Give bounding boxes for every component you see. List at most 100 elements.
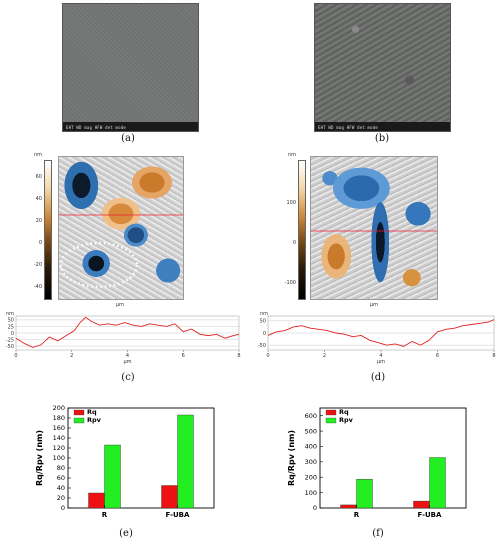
sem-info-text-b: EHT WD mag HFW det mode [318, 125, 378, 130]
sem-image-b: EHT WD mag HFW det mode [314, 3, 451, 132]
bar-f-axes-frame [319, 407, 467, 509]
bar-f-xtick-label: F-UBA [418, 511, 442, 519]
afm-tick-d: 0 [292, 240, 296, 246]
profile-d-xtick-label: 4 [379, 353, 382, 359]
bar-e-bar-rpv [104, 444, 121, 509]
profile-c-ytick-label: -50 [6, 344, 14, 350]
profile-d-xtick-label: 6 [436, 353, 439, 359]
afm-overlay-d [311, 230, 437, 232]
afm-image-c [58, 156, 184, 300]
bar-chart-e: 0 20 40 60 80 100 120 140 160 180 200 Rq/Rpv (nm) R F… [35, 404, 215, 519]
bar-f-ytick-label: 400 [305, 443, 317, 451]
afm-tick-c: -20 [33, 262, 42, 268]
bar-e-xtick-label: F-UBA [166, 511, 190, 519]
bar-e-ytick-label: 180 [53, 414, 65, 422]
bar-f-xtick-label: R [354, 511, 360, 519]
bar-e-ytick-label: 160 [53, 424, 65, 432]
profile-d-xlabel: μm [377, 359, 385, 364]
bar-e-ytick-label: 0 [61, 504, 65, 512]
caption-d: (d) [370, 372, 386, 383]
afm-colorbar-d [298, 160, 306, 300]
sem-info-strip-a: EHT WD mag HFW det mode [63, 122, 198, 131]
bar-e-legend-label: Rq [87, 408, 97, 416]
bar-f-legend-swatch-rq [325, 409, 337, 416]
afm-tick-c: 20 [35, 218, 42, 224]
afm-highlight-ellipse [59, 241, 139, 289]
bar-f-bar-rpv [429, 457, 446, 509]
bar-f-legend-label: Rq [339, 408, 349, 416]
sem-info-text-a: EHT WD mag HFW det mode [66, 125, 126, 130]
height-profile-d: 500-500 2 4 6 8μm [258, 315, 496, 364]
profile-c-ytick-label: -25 [6, 337, 14, 343]
caption-a: (a) [121, 133, 135, 144]
afm-colorbar-ticks-d: 100 0 -100 [278, 160, 296, 298]
bar-e-ytick-label: 140 [53, 434, 65, 442]
profile-d-ytick-label: -50 [258, 343, 266, 349]
bar-f-legend-label: Rpv [339, 416, 354, 424]
afm-tick-d: 100 [286, 200, 296, 206]
afm-tick-c: -40 [33, 284, 42, 290]
profile-unit-d: nm [260, 311, 269, 317]
bar-f-ylabel: Rq/Rpv (nm) [287, 430, 296, 486]
profile-c-ytick-label: 25 [8, 324, 14, 330]
caption-c: (c) [121, 372, 135, 383]
bar-f-bar-rq [413, 500, 430, 509]
bar-f-ytick-label: 0 [313, 504, 317, 512]
caption-e: (e) [119, 528, 133, 539]
bar-e-ytick-label: 80 [57, 464, 65, 472]
afm-tick-d: -100 [284, 280, 296, 286]
bar-e-ytick-label: 60 [57, 474, 65, 482]
afm-colorbar-c [44, 160, 52, 300]
bar-e-ytick-label: 120 [53, 444, 65, 452]
profile-d-ytick-label: 50 [260, 319, 266, 325]
bar-e-xtick-label: R [102, 511, 108, 519]
caption-b: (b) [374, 133, 390, 144]
profile-c-xtick-label: 8 [237, 353, 240, 359]
bar-chart-f: 0 100 200 300 400 500 600 Rq/Rpv (nm) R F-UBA RqRp… [287, 407, 467, 519]
bar-e-bar-rq [161, 485, 178, 509]
bar-e-legend-swatch-rpv [73, 417, 85, 424]
afm-overlay-c [59, 214, 183, 289]
afm-tick-c: 0 [38, 240, 42, 246]
profile-d-xtick-label: 0 [266, 353, 269, 359]
bar-e-ylabel: Rq/Rpv (nm) [35, 430, 44, 486]
bar-f-bar-rq [340, 504, 357, 509]
bar-f-legend-swatch-rpv [325, 417, 337, 424]
profile-c-xtick-label: 4 [126, 353, 129, 359]
afm-xunit-d: μm [370, 302, 379, 308]
afm-colorbar-unit-c: nm [34, 152, 43, 158]
profile-d-xtick-label: 2 [323, 353, 326, 359]
bar-e-ytick-label: 20 [57, 494, 65, 502]
profile-unit-c: nm [6, 311, 15, 317]
bar-e-legend-swatch-rq [73, 409, 85, 416]
sem-image-a: EHT WD mag HFW det mode [62, 3, 199, 132]
afm-xunit-c: μm [116, 302, 125, 308]
sem-info-strip-b: EHT WD mag HFW det mode [315, 122, 450, 131]
profile-c-xlabel: μm [123, 359, 131, 364]
profile-c-xtick-label: 6 [182, 353, 185, 359]
caption-f: (f) [372, 528, 384, 539]
bar-f-ytick-label: 200 [305, 473, 317, 481]
bar-e-ytick-label: 200 [53, 404, 65, 412]
bar-e-bar-rq [88, 492, 105, 509]
bar-f-ytick-label: 500 [305, 427, 317, 435]
profile-c-xtick-label: 0 [14, 353, 17, 359]
profile-c-line [15, 316, 240, 348]
profile-d-xtick-label: 8 [492, 353, 495, 359]
bar-e-legend-label: Rpv [87, 416, 102, 424]
bar-e-ytick-label: 100 [53, 454, 65, 462]
profile-c-ytick-label: 0 [11, 331, 14, 337]
afm-colorbar-unit-d: nm [288, 152, 297, 158]
afm-colorbar-ticks-c: 60 40 20 0 -20 -40 [26, 160, 42, 298]
afm-tick-c: 40 [35, 196, 42, 202]
bar-f-ytick-label: 600 [305, 412, 317, 420]
bar-f-bar-rpv [356, 479, 373, 509]
bar-e-bar-rpv [177, 414, 194, 509]
profile-c-ytick-label: 50 [8, 318, 14, 324]
profile-c-xtick-label: 2 [70, 353, 73, 359]
bar-f-ytick-label: 100 [305, 489, 317, 497]
bar-e-ytick-label: 40 [57, 484, 65, 492]
profile-d-line [267, 319, 495, 347]
bar-f-ytick-label: 300 [305, 458, 317, 466]
